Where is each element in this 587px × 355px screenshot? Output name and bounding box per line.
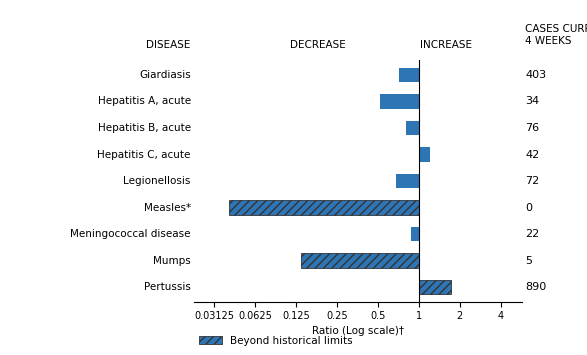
X-axis label: Ratio (Log scale)†: Ratio (Log scale)† bbox=[312, 326, 404, 335]
Text: 34: 34 bbox=[525, 97, 539, 106]
Text: 22: 22 bbox=[525, 229, 539, 239]
Text: Legionellosis: Legionellosis bbox=[123, 176, 191, 186]
Bar bbox=[396, 174, 419, 189]
Bar bbox=[411, 227, 419, 241]
Legend: Beyond historical limits: Beyond historical limits bbox=[195, 332, 357, 350]
Bar bbox=[419, 147, 430, 162]
Bar bbox=[399, 68, 419, 82]
Text: DECREASE: DECREASE bbox=[290, 40, 346, 50]
Text: Measles*: Measles* bbox=[144, 203, 191, 213]
Text: INCREASE: INCREASE bbox=[420, 40, 473, 50]
Text: Hepatitis B, acute: Hepatitis B, acute bbox=[97, 123, 191, 133]
Text: 5: 5 bbox=[525, 256, 532, 266]
Text: DISEASE: DISEASE bbox=[146, 40, 191, 50]
Text: 403: 403 bbox=[525, 70, 546, 80]
Text: 42: 42 bbox=[525, 149, 539, 159]
Text: 76: 76 bbox=[525, 123, 539, 133]
Text: CASES CURRENT
4 WEEKS: CASES CURRENT 4 WEEKS bbox=[525, 24, 587, 46]
Bar bbox=[301, 253, 419, 268]
Text: Pertussis: Pertussis bbox=[144, 282, 191, 292]
Bar bbox=[229, 200, 419, 215]
Text: 72: 72 bbox=[525, 176, 539, 186]
Text: Hepatitis A, acute: Hepatitis A, acute bbox=[97, 97, 191, 106]
Text: 890: 890 bbox=[525, 282, 546, 292]
Bar bbox=[419, 280, 451, 294]
Text: 0: 0 bbox=[525, 203, 532, 213]
Bar bbox=[380, 94, 419, 109]
Bar bbox=[406, 121, 419, 135]
Text: Giardiasis: Giardiasis bbox=[139, 70, 191, 80]
Text: Meningococcal disease: Meningococcal disease bbox=[70, 229, 191, 239]
Text: Hepatitis C, acute: Hepatitis C, acute bbox=[97, 149, 191, 159]
Text: Mumps: Mumps bbox=[153, 256, 191, 266]
